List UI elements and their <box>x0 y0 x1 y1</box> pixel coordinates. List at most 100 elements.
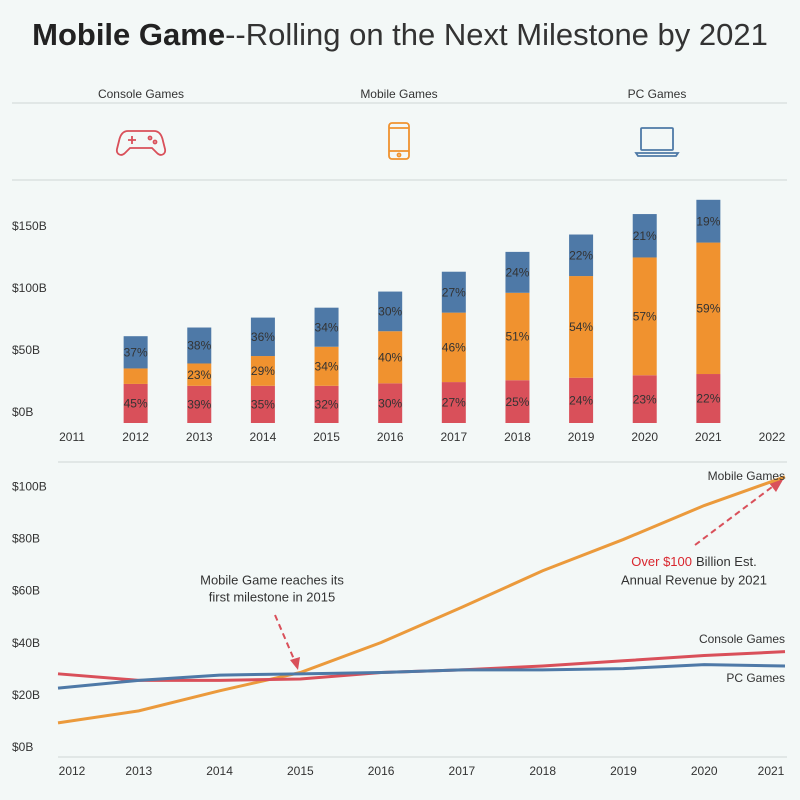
x-tick-label: 2015 <box>313 430 340 444</box>
x-tick-label: 2013 <box>186 430 213 444</box>
x-tick-label: 2016 <box>368 764 395 778</box>
bar-segment <box>632 214 657 258</box>
bar-segment <box>314 346 339 386</box>
x-tick-label: 2019 <box>568 430 595 444</box>
series-label: Mobile Games <box>708 469 785 483</box>
bar-segment <box>505 292 530 381</box>
value-label: 37% <box>124 345 148 359</box>
bar-segment <box>505 251 530 293</box>
series-label: Console Games <box>699 632 785 646</box>
series-line <box>57 663 786 690</box>
value-label: 39% <box>187 398 211 412</box>
arrow-head <box>769 478 784 492</box>
x-tick-label: 2012 <box>122 430 149 444</box>
legend-label: Mobile Games <box>360 87 437 101</box>
x-tick-label: 2020 <box>691 764 718 778</box>
bar-segment <box>378 291 403 332</box>
bar-segment <box>250 385 275 423</box>
bar-segment <box>250 356 275 386</box>
y-tick-label: $0B <box>12 405 33 419</box>
arrow-head <box>290 657 300 670</box>
value-label: 51% <box>505 330 529 344</box>
x-tick-label: 2022 <box>759 430 786 444</box>
bar-segment <box>187 363 212 386</box>
bar-segment <box>187 385 212 423</box>
value-label: 59% <box>696 301 720 315</box>
y-tick-label: $80B <box>12 531 40 545</box>
bar-segment <box>569 276 594 378</box>
x-tick-label: 2020 <box>631 430 658 444</box>
annotation: Mobile Game reaches its <box>200 572 344 587</box>
value-label: 24% <box>569 394 593 408</box>
x-tick-label: 2017 <box>449 764 476 778</box>
legend-label: PC Games <box>628 87 687 101</box>
page-title: Mobile Game--Rolling on the Next Milesto… <box>32 17 768 52</box>
title-rest: --Rolling on the Next Milestone by 2021 <box>225 17 768 52</box>
value-label: 23% <box>633 392 657 406</box>
value-label: 22% <box>569 248 593 262</box>
x-tick-label: 2021 <box>758 764 785 778</box>
value-label: 34% <box>315 320 339 334</box>
annotation: Over $100 Billion Est. <box>631 554 756 569</box>
value-label: 45% <box>124 397 148 411</box>
bar-segment <box>123 336 148 369</box>
annotation-arrow <box>694 483 777 546</box>
mobile-icon <box>388 122 410 160</box>
value-label: 46% <box>442 341 466 355</box>
x-tick-label: 2018 <box>504 430 531 444</box>
legend-label: Console Games <box>98 87 184 101</box>
x-tick-label: 2021 <box>695 430 722 444</box>
bar-segment <box>123 383 148 423</box>
x-tick-label: 2016 <box>377 430 404 444</box>
value-label: 34% <box>315 359 339 373</box>
bar-segment <box>123 368 148 384</box>
bar-segment <box>250 317 275 357</box>
y-tick-label: $60B <box>12 584 40 598</box>
x-tick-label: 2014 <box>206 764 233 778</box>
x-tick-label: 2019 <box>610 764 637 778</box>
bar-segment <box>569 234 594 277</box>
value-label: 36% <box>251 330 275 344</box>
value-label: 21% <box>633 229 657 243</box>
bar-segment <box>505 380 530 423</box>
x-tick-label: 2012 <box>59 764 86 778</box>
bar-segment <box>441 312 466 383</box>
y-tick-label: $0B <box>12 740 33 754</box>
x-tick-label: 2018 <box>529 764 556 778</box>
bar-segment <box>696 374 721 423</box>
value-label: 32% <box>315 398 339 412</box>
pc-icon <box>634 127 680 157</box>
x-tick-label: 2011 <box>59 430 85 444</box>
value-label: 25% <box>505 395 529 409</box>
y-tick-label: $150B <box>12 219 47 233</box>
bar-segment <box>378 383 403 423</box>
x-tick-label: 2015 <box>287 764 314 778</box>
y-tick-label: $100B <box>12 281 47 295</box>
bar-segment <box>441 271 466 313</box>
annotation: first milestone in 2015 <box>209 589 335 604</box>
x-tick-label: 2014 <box>250 430 277 444</box>
y-tick-label: $20B <box>12 688 40 702</box>
value-label: 27% <box>442 396 466 410</box>
bar-segment <box>569 377 594 423</box>
bar-segment <box>696 242 721 375</box>
title-bold: Mobile Game <box>32 17 225 52</box>
value-label: 29% <box>251 364 275 378</box>
value-label: 54% <box>569 320 593 334</box>
annotation-arrow <box>274 614 297 665</box>
bar-segment <box>314 385 339 423</box>
bar-segment <box>378 331 403 384</box>
x-tick-label: 2013 <box>125 764 152 778</box>
value-label: 30% <box>378 305 402 319</box>
bar-segment <box>441 382 466 423</box>
console-icon <box>115 130 167 156</box>
bar-segment <box>696 199 721 243</box>
value-label: 57% <box>633 310 657 324</box>
bar-segment <box>632 375 657 423</box>
value-label: 22% <box>696 392 720 406</box>
value-label: 38% <box>187 339 211 353</box>
y-tick-label: $100B <box>12 479 47 493</box>
value-label: 23% <box>187 368 211 382</box>
x-tick-label: 2017 <box>440 430 467 444</box>
